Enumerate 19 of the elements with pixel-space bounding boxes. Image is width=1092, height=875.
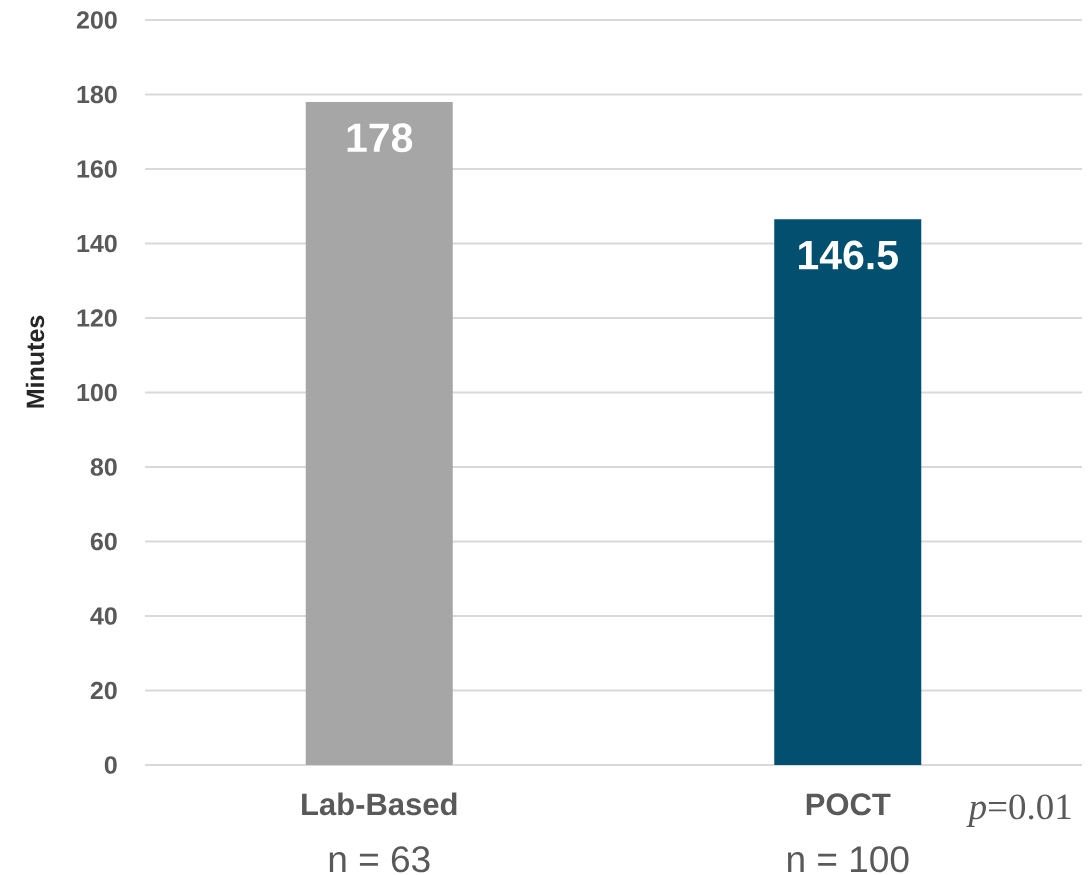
data-label: 146.5 xyxy=(799,240,898,270)
data-label: 178 xyxy=(347,123,413,153)
y-tick-label: 20 xyxy=(90,681,117,700)
y-tick-label: 160 xyxy=(77,160,117,178)
y-tick-label: 60 xyxy=(90,532,117,551)
y-tick-label: 200 xyxy=(76,11,117,29)
y-tick-label: 180 xyxy=(77,85,117,104)
y-tick-label: 140 xyxy=(77,234,117,253)
text: p=0.01 xyxy=(966,794,1071,827)
y-tick-label: 0 xyxy=(104,756,117,774)
x-tick-label: Lab-Based xyxy=(302,792,457,816)
text: n = 100 xyxy=(787,846,909,873)
text: n = 63 xyxy=(329,846,430,873)
y-tick-label: 120 xyxy=(77,309,117,327)
y-axis-title: Minutes xyxy=(25,315,45,408)
x-tick-label: POCT xyxy=(806,793,891,816)
y-tick-label: 80 xyxy=(90,458,117,476)
y-tick-label: 100 xyxy=(77,383,117,402)
y-tick-label: 40 xyxy=(90,607,117,625)
